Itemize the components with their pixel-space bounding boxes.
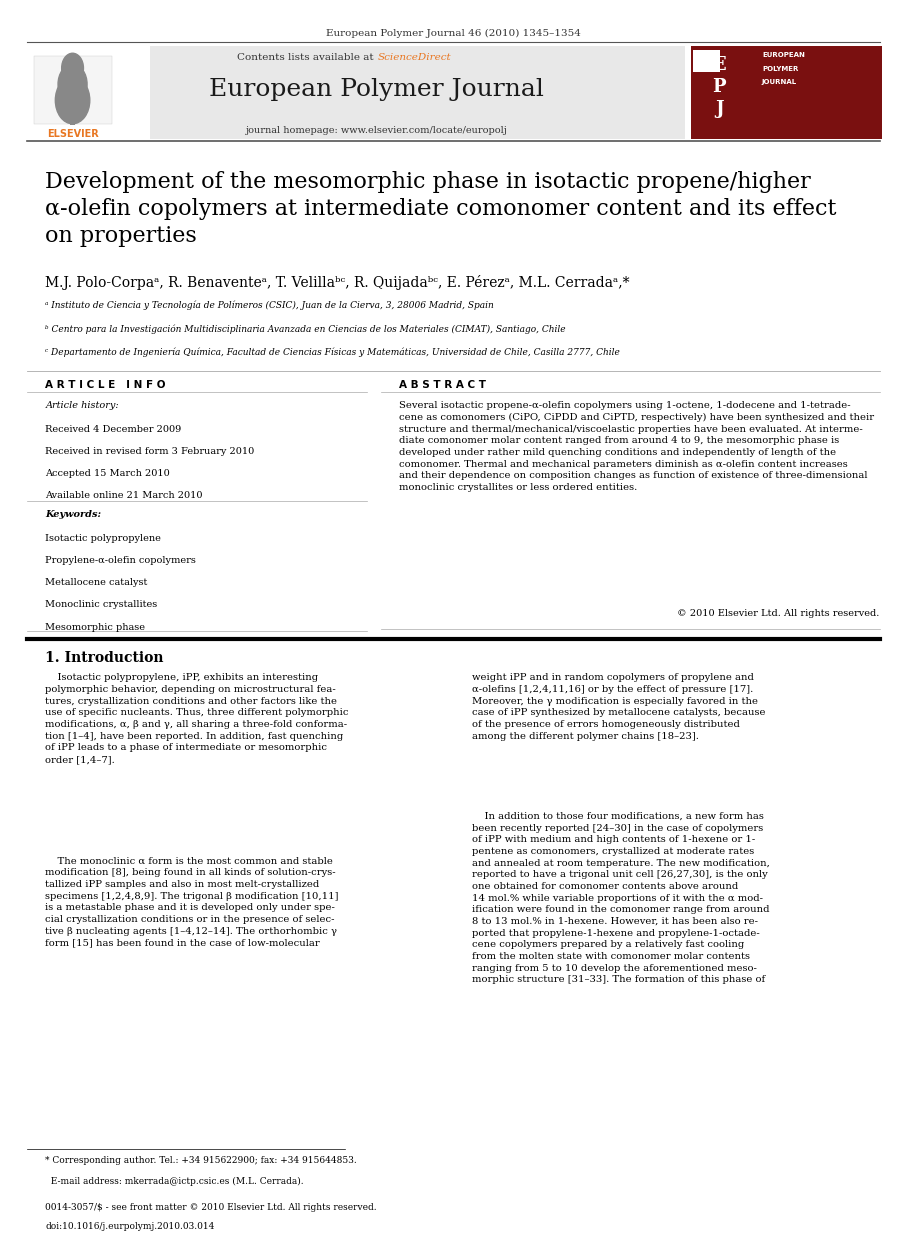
Text: Mesomorphic phase: Mesomorphic phase xyxy=(45,623,145,631)
Text: M.J. Polo-Corpaᵃ, R. Benaventeᵃ, T. Velillaᵇᶜ, R. Quijadaᵇᶜ, E. Pérezᵃ, M.L. Cer: M.J. Polo-Corpaᵃ, R. Benaventeᵃ, T. Veli… xyxy=(45,275,629,290)
Text: P: P xyxy=(712,78,727,97)
Text: J: J xyxy=(715,100,724,119)
Text: E-mail address: mkerrada@ictp.csic.es (M.L. Cerrada).: E-mail address: mkerrada@ictp.csic.es (M… xyxy=(45,1177,304,1186)
Text: ᵃ Instituto de Ciencia y Tecnología de Polímeros (CSIC), Juan de la Cierva, 3, 2: ᵃ Instituto de Ciencia y Tecnología de P… xyxy=(45,301,494,311)
Text: ScienceDirect: ScienceDirect xyxy=(377,53,451,62)
Text: 1. Introduction: 1. Introduction xyxy=(45,651,164,665)
FancyBboxPatch shape xyxy=(27,46,150,139)
Circle shape xyxy=(55,77,90,124)
Text: Article history:: Article history: xyxy=(45,401,119,410)
Text: Accepted 15 March 2010: Accepted 15 March 2010 xyxy=(45,469,171,478)
Text: Isotactic polypropylene, iPP, exhibits an interesting
polymorphic behavior, depe: Isotactic polypropylene, iPP, exhibits a… xyxy=(45,673,349,764)
Text: The monoclinic α form is the most common and stable
modification [8], being foun: The monoclinic α form is the most common… xyxy=(45,857,339,947)
Circle shape xyxy=(58,64,87,104)
Text: European Polymer Journal: European Polymer Journal xyxy=(209,78,544,102)
Text: Monoclinic crystallites: Monoclinic crystallites xyxy=(45,600,158,609)
FancyBboxPatch shape xyxy=(34,56,112,124)
Text: Metallocene catalyst: Metallocene catalyst xyxy=(45,578,148,587)
Text: © 2010 Elsevier Ltd. All rights reserved.: © 2010 Elsevier Ltd. All rights reserved… xyxy=(678,609,880,618)
Text: Received in revised form 3 February 2010: Received in revised form 3 February 2010 xyxy=(45,447,255,456)
Text: In addition to those four modifications, a new form has
been recently reported [: In addition to those four modifications,… xyxy=(472,812,769,984)
FancyBboxPatch shape xyxy=(70,108,75,125)
Text: ELSEVIER: ELSEVIER xyxy=(46,129,99,139)
Text: A R T I C L E   I N F O: A R T I C L E I N F O xyxy=(45,380,166,390)
Text: POLYMER: POLYMER xyxy=(762,66,798,72)
Text: Available online 21 March 2010: Available online 21 March 2010 xyxy=(45,491,203,500)
Text: ᶜ Departamento de Ingeniería Química, Facultad de Ciencias Físicas y Matemáticas: ᶜ Departamento de Ingeniería Química, Fa… xyxy=(45,348,620,358)
Text: A B S T R A C T: A B S T R A C T xyxy=(399,380,486,390)
Text: Isotactic polypropylene: Isotactic polypropylene xyxy=(45,534,161,542)
Text: Several isotactic propene-α-olefin copolymers using 1-octene, 1-dodecene and 1-t: Several isotactic propene-α-olefin copol… xyxy=(399,401,874,491)
FancyBboxPatch shape xyxy=(27,46,685,139)
Text: Contents lists available at: Contents lists available at xyxy=(237,53,376,62)
Text: Keywords:: Keywords: xyxy=(45,510,102,519)
Text: Development of the mesomorphic phase in isotactic propene/higher
α-olefin copoly: Development of the mesomorphic phase in … xyxy=(45,171,837,248)
Text: E: E xyxy=(712,56,727,74)
Text: EUROPEAN: EUROPEAN xyxy=(762,52,805,58)
Circle shape xyxy=(62,53,83,83)
Text: weight iPP and in random copolymers of propylene and
α-olefins [1,2,4,11,16] or : weight iPP and in random copolymers of p… xyxy=(472,673,766,740)
Text: * Corresponding author. Tel.: +34 915622900; fax: +34 915644853.: * Corresponding author. Tel.: +34 915622… xyxy=(45,1156,357,1165)
FancyBboxPatch shape xyxy=(691,46,882,139)
Text: European Polymer Journal 46 (2010) 1345–1354: European Polymer Journal 46 (2010) 1345–… xyxy=(326,28,581,37)
Text: ᵇ Centro para la Investigación Multidisciplinaria Avanzada en Ciencias de los Ma: ᵇ Centro para la Investigación Multidisc… xyxy=(45,324,566,334)
Text: doi:10.1016/j.eurpolymj.2010.03.014: doi:10.1016/j.eurpolymj.2010.03.014 xyxy=(45,1222,215,1231)
Text: JOURNAL: JOURNAL xyxy=(762,79,797,85)
FancyBboxPatch shape xyxy=(693,50,720,72)
Text: Propylene-α-olefin copolymers: Propylene-α-olefin copolymers xyxy=(45,556,196,565)
Text: 0014-3057/$ - see front matter © 2010 Elsevier Ltd. All rights reserved.: 0014-3057/$ - see front matter © 2010 El… xyxy=(45,1203,377,1212)
Text: journal homepage: www.elsevier.com/locate/europolj: journal homepage: www.elsevier.com/locat… xyxy=(246,126,507,135)
Text: Received 4 December 2009: Received 4 December 2009 xyxy=(45,425,181,433)
